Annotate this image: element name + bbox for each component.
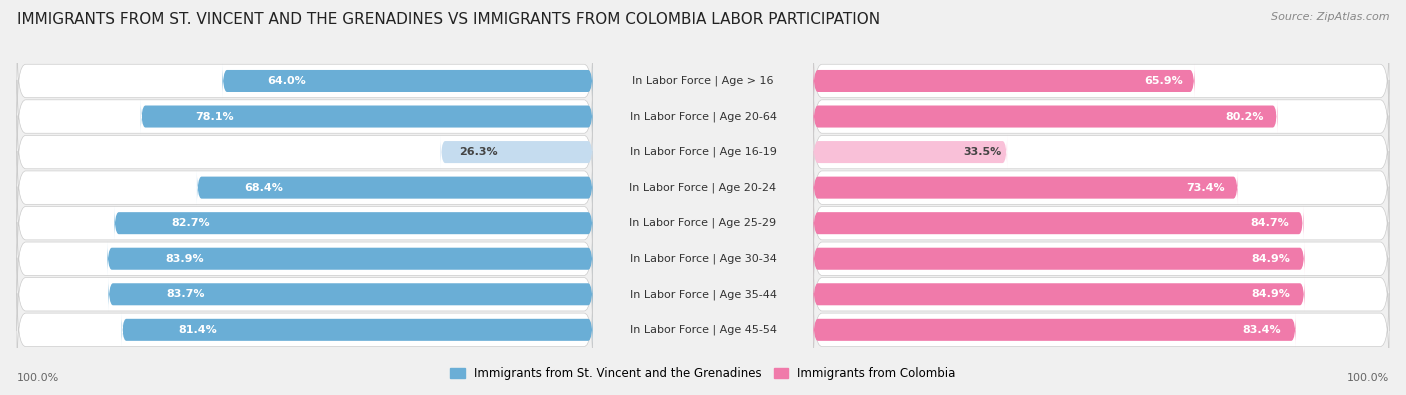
Text: In Labor Force | Age 20-64: In Labor Force | Age 20-64 (630, 111, 776, 122)
FancyBboxPatch shape (813, 99, 1278, 134)
FancyBboxPatch shape (813, 293, 1389, 367)
FancyBboxPatch shape (813, 44, 1389, 118)
FancyBboxPatch shape (440, 135, 593, 169)
FancyBboxPatch shape (813, 312, 1296, 347)
Legend: Immigrants from St. Vincent and the Grenadines, Immigrants from Colombia: Immigrants from St. Vincent and the Gren… (446, 363, 960, 385)
FancyBboxPatch shape (813, 64, 1195, 98)
Text: In Labor Force | Age 25-29: In Labor Force | Age 25-29 (630, 218, 776, 228)
Text: 64.0%: 64.0% (267, 76, 305, 86)
FancyBboxPatch shape (197, 170, 593, 205)
Text: 81.4%: 81.4% (179, 325, 217, 335)
FancyBboxPatch shape (114, 206, 593, 241)
Text: 26.3%: 26.3% (458, 147, 498, 157)
Text: 33.5%: 33.5% (963, 147, 1001, 157)
FancyBboxPatch shape (17, 115, 593, 189)
FancyBboxPatch shape (17, 186, 593, 260)
FancyBboxPatch shape (813, 206, 1303, 241)
Text: 73.4%: 73.4% (1187, 182, 1225, 193)
FancyBboxPatch shape (813, 258, 1389, 331)
FancyBboxPatch shape (813, 241, 1305, 276)
Text: In Labor Force | Age 30-34: In Labor Force | Age 30-34 (630, 254, 776, 264)
FancyBboxPatch shape (813, 115, 1389, 189)
Text: In Labor Force | Age 45-54: In Labor Force | Age 45-54 (630, 325, 776, 335)
Text: IMMIGRANTS FROM ST. VINCENT AND THE GRENADINES VS IMMIGRANTS FROM COLOMBIA LABOR: IMMIGRANTS FROM ST. VINCENT AND THE GREN… (17, 12, 880, 27)
FancyBboxPatch shape (122, 312, 593, 347)
FancyBboxPatch shape (813, 135, 1007, 169)
FancyBboxPatch shape (222, 64, 593, 98)
FancyBboxPatch shape (813, 222, 1389, 295)
Text: Source: ZipAtlas.com: Source: ZipAtlas.com (1271, 12, 1389, 22)
Text: 68.4%: 68.4% (245, 182, 283, 193)
Text: 84.9%: 84.9% (1251, 289, 1289, 299)
FancyBboxPatch shape (813, 151, 1389, 224)
Text: 84.7%: 84.7% (1250, 218, 1289, 228)
Text: 84.9%: 84.9% (1251, 254, 1289, 264)
Text: 100.0%: 100.0% (17, 373, 59, 383)
Text: 83.4%: 83.4% (1243, 325, 1281, 335)
Text: In Labor Force | Age 20-24: In Labor Force | Age 20-24 (630, 182, 776, 193)
FancyBboxPatch shape (813, 80, 1389, 153)
FancyBboxPatch shape (17, 258, 593, 331)
Text: 82.7%: 82.7% (172, 218, 211, 228)
FancyBboxPatch shape (17, 44, 593, 118)
FancyBboxPatch shape (17, 293, 593, 367)
FancyBboxPatch shape (813, 186, 1389, 260)
Text: 100.0%: 100.0% (1347, 373, 1389, 383)
FancyBboxPatch shape (17, 80, 593, 153)
FancyBboxPatch shape (813, 170, 1239, 205)
Text: 78.1%: 78.1% (195, 111, 233, 122)
FancyBboxPatch shape (141, 99, 593, 134)
Text: 83.9%: 83.9% (166, 254, 204, 264)
FancyBboxPatch shape (108, 277, 593, 312)
FancyBboxPatch shape (17, 151, 593, 224)
Text: 80.2%: 80.2% (1225, 111, 1264, 122)
FancyBboxPatch shape (813, 277, 1305, 312)
Text: In Labor Force | Age 16-19: In Labor Force | Age 16-19 (630, 147, 776, 157)
Text: 83.7%: 83.7% (166, 289, 205, 299)
Text: In Labor Force | Age > 16: In Labor Force | Age > 16 (633, 76, 773, 86)
Text: In Labor Force | Age 35-44: In Labor Force | Age 35-44 (630, 289, 776, 299)
FancyBboxPatch shape (17, 222, 593, 295)
FancyBboxPatch shape (107, 241, 593, 276)
Text: 65.9%: 65.9% (1144, 76, 1184, 86)
